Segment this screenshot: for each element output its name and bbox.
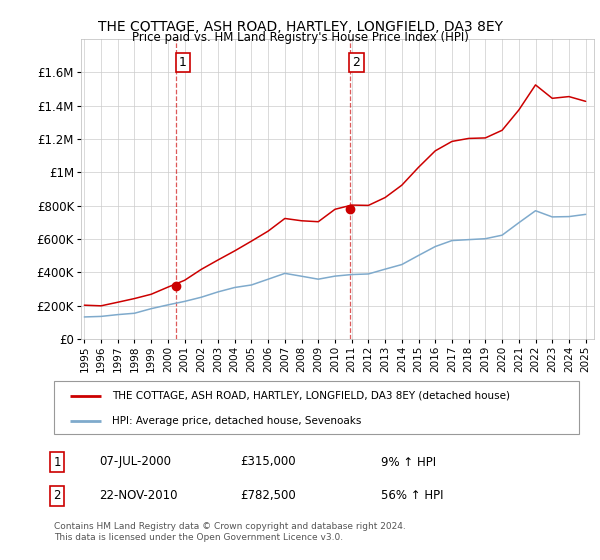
Text: 22-NOV-2010: 22-NOV-2010	[99, 489, 178, 502]
Text: £782,500: £782,500	[240, 489, 296, 502]
Text: 1: 1	[53, 455, 61, 469]
Text: 1: 1	[179, 56, 187, 69]
Text: 07-JUL-2000: 07-JUL-2000	[99, 455, 171, 469]
Text: 2: 2	[353, 56, 361, 69]
Text: 56% ↑ HPI: 56% ↑ HPI	[381, 489, 443, 502]
Text: 2: 2	[53, 489, 61, 502]
Text: Price paid vs. HM Land Registry's House Price Index (HPI): Price paid vs. HM Land Registry's House …	[131, 31, 469, 44]
Text: This data is licensed under the Open Government Licence v3.0.: This data is licensed under the Open Gov…	[54, 533, 343, 542]
Text: Contains HM Land Registry data © Crown copyright and database right 2024.: Contains HM Land Registry data © Crown c…	[54, 522, 406, 531]
Text: £315,000: £315,000	[240, 455, 296, 469]
Text: THE COTTAGE, ASH ROAD, HARTLEY, LONGFIELD, DA3 8EY: THE COTTAGE, ASH ROAD, HARTLEY, LONGFIEL…	[97, 20, 503, 34]
Text: HPI: Average price, detached house, Sevenoaks: HPI: Average price, detached house, Seve…	[112, 416, 361, 426]
Text: THE COTTAGE, ASH ROAD, HARTLEY, LONGFIELD, DA3 8EY (detached house): THE COTTAGE, ASH ROAD, HARTLEY, LONGFIEL…	[112, 391, 510, 401]
Text: 9% ↑ HPI: 9% ↑ HPI	[381, 455, 436, 469]
